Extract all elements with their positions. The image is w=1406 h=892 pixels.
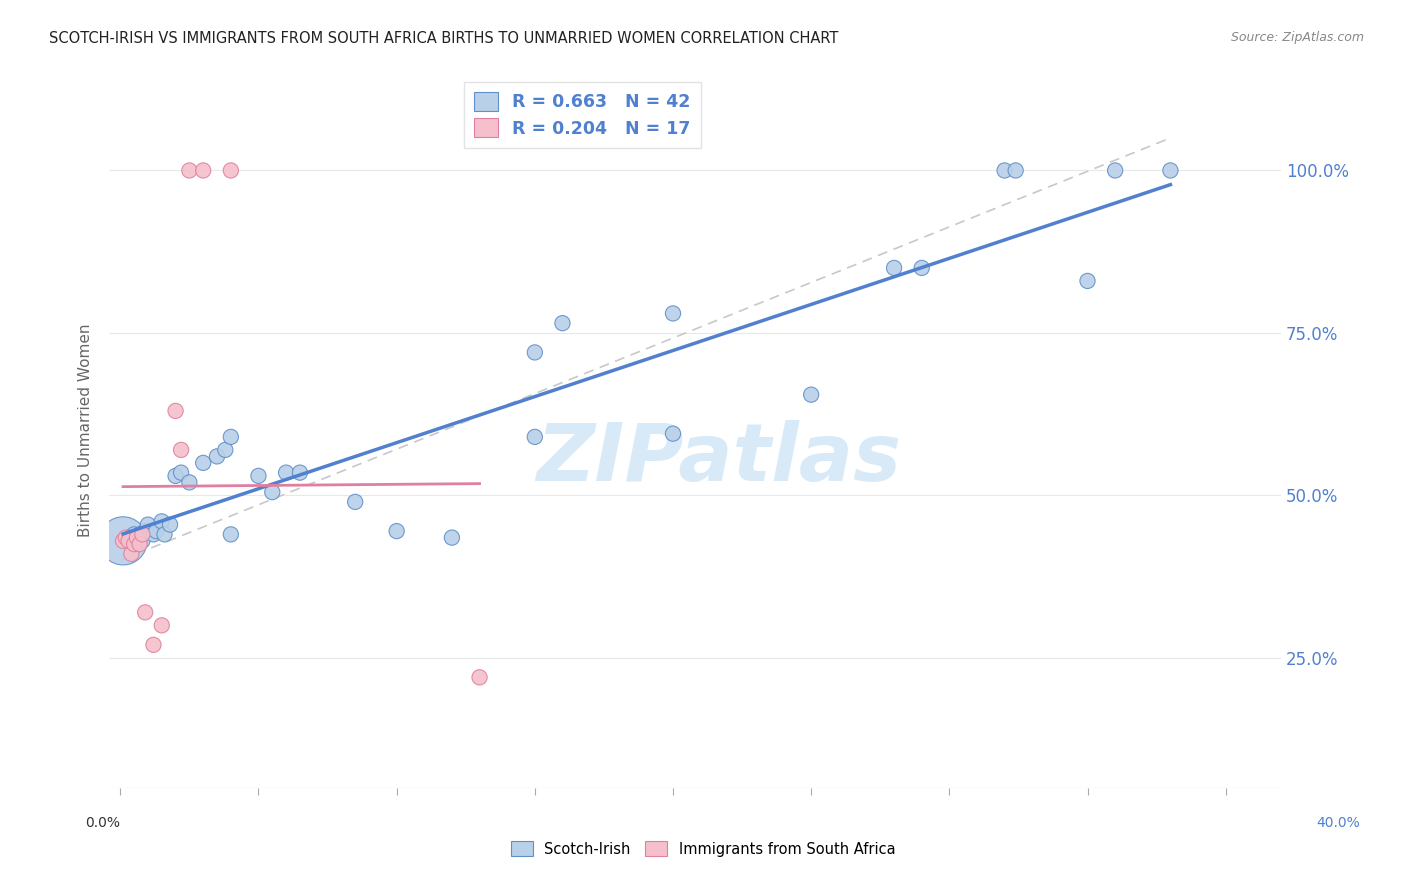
Point bbox=[219, 163, 242, 178]
Point bbox=[120, 533, 142, 548]
Point bbox=[131, 527, 153, 541]
Legend: R = 0.663   N = 42, R = 0.204   N = 17: R = 0.663 N = 42, R = 0.204 N = 17 bbox=[464, 82, 702, 148]
Point bbox=[117, 533, 139, 548]
Point bbox=[219, 430, 242, 444]
Point bbox=[214, 442, 236, 457]
Point bbox=[128, 527, 150, 541]
Point bbox=[150, 618, 173, 632]
Point bbox=[170, 466, 193, 480]
Text: 0.0%: 0.0% bbox=[86, 816, 120, 830]
Point bbox=[219, 527, 242, 541]
Point bbox=[122, 537, 145, 551]
Point bbox=[117, 531, 139, 545]
Point bbox=[262, 485, 284, 500]
Point bbox=[440, 531, 463, 545]
Point bbox=[114, 531, 136, 545]
Text: ZIPatlas: ZIPatlas bbox=[536, 420, 901, 498]
Point bbox=[128, 537, 150, 551]
Point bbox=[150, 514, 173, 528]
Point bbox=[122, 527, 145, 541]
Y-axis label: Births to Unmarried Women: Births to Unmarried Women bbox=[79, 324, 93, 537]
Point bbox=[883, 260, 905, 275]
Point bbox=[131, 533, 153, 548]
Point bbox=[193, 456, 215, 470]
Point bbox=[800, 387, 823, 401]
Point bbox=[385, 524, 408, 538]
Point bbox=[344, 495, 367, 509]
Point bbox=[125, 531, 148, 545]
Legend: Scotch-Irish, Immigrants from South Africa: Scotch-Irish, Immigrants from South Afri… bbox=[505, 835, 901, 863]
Point bbox=[523, 430, 546, 444]
Point bbox=[136, 517, 159, 532]
Point bbox=[274, 466, 297, 480]
Point bbox=[1004, 163, 1026, 178]
Point bbox=[1159, 163, 1181, 178]
Point bbox=[134, 605, 156, 619]
Point bbox=[1104, 163, 1126, 178]
Point bbox=[247, 468, 270, 483]
Point bbox=[205, 450, 228, 464]
Point bbox=[142, 527, 165, 541]
Point bbox=[193, 163, 215, 178]
Point bbox=[662, 306, 685, 320]
Point bbox=[994, 163, 1017, 178]
Text: SCOTCH-IRISH VS IMMIGRANTS FROM SOUTH AFRICA BIRTHS TO UNMARRIED WOMEN CORRELATI: SCOTCH-IRISH VS IMMIGRANTS FROM SOUTH AF… bbox=[49, 31, 838, 46]
Point bbox=[551, 316, 574, 330]
Point bbox=[142, 638, 165, 652]
Point bbox=[125, 531, 148, 545]
Point bbox=[120, 547, 142, 561]
Point bbox=[911, 260, 934, 275]
Point bbox=[288, 466, 311, 480]
Point bbox=[170, 442, 193, 457]
Point bbox=[179, 163, 201, 178]
Text: 40.0%: 40.0% bbox=[1316, 816, 1361, 830]
Point bbox=[468, 670, 491, 684]
Point bbox=[145, 524, 167, 538]
Point bbox=[179, 475, 201, 490]
Point bbox=[112, 533, 135, 548]
Text: Source: ZipAtlas.com: Source: ZipAtlas.com bbox=[1230, 31, 1364, 45]
Point bbox=[134, 524, 156, 538]
Point bbox=[165, 404, 187, 418]
Point bbox=[165, 468, 187, 483]
Point bbox=[112, 533, 135, 548]
Point bbox=[662, 426, 685, 441]
Point bbox=[153, 527, 176, 541]
Point bbox=[1076, 274, 1098, 288]
Point bbox=[523, 345, 546, 359]
Point bbox=[159, 517, 181, 532]
